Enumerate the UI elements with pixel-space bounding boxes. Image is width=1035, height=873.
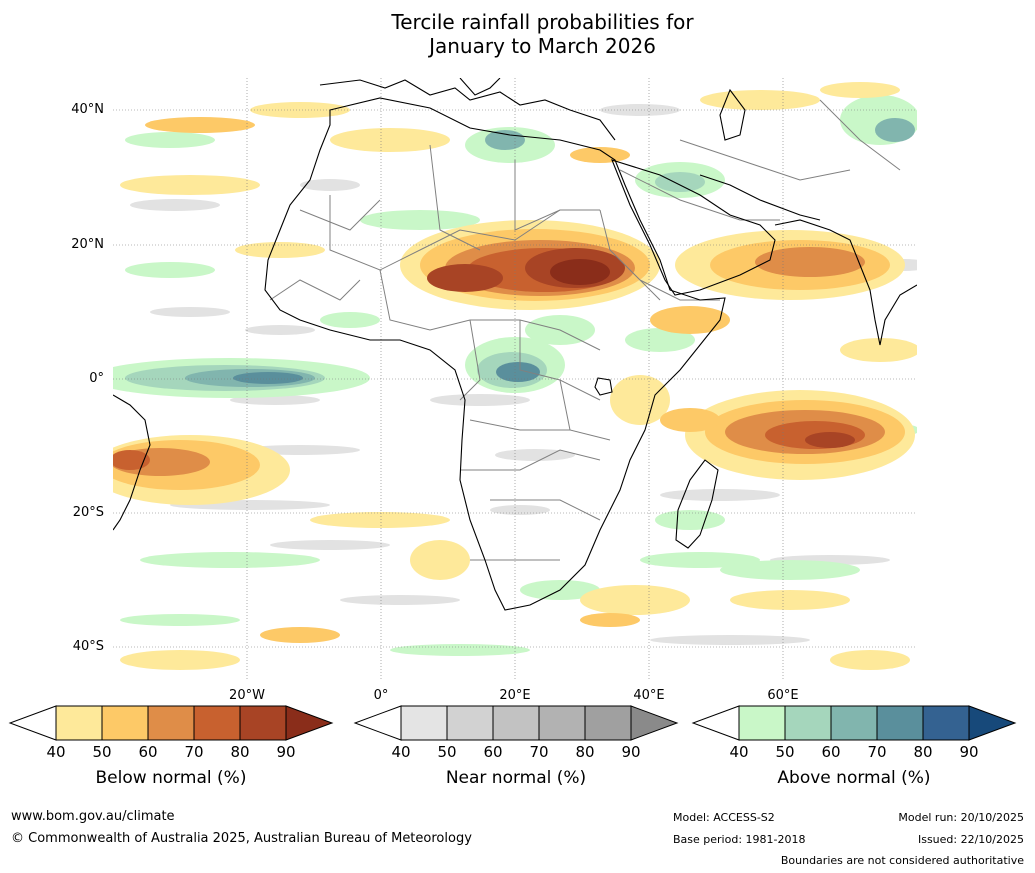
colorbar-label-above-normal: Above normal (%) — [777, 768, 931, 788]
lon-label: 20°W — [229, 688, 265, 703]
colorbar-label-near-normal: Near normal (%) — [445, 768, 587, 788]
base-period: Base period: 1981-2018 — [673, 833, 806, 846]
colorbar-tick: 70 — [529, 743, 549, 761]
colorbar-near-normal — [353, 705, 679, 741]
lat-label: 40°S — [72, 639, 104, 654]
colorbar-tick: 80 — [575, 743, 595, 761]
colorbar-tick: 70 — [867, 743, 887, 761]
website-link[interactable]: www.bom.gov.au/climate — [11, 809, 175, 824]
lon-label: 40°E — [633, 688, 665, 703]
coastlines — [113, 78, 917, 611]
model-name: Model: ACCESS-S2 — [673, 811, 775, 824]
colorbar-above-normal — [691, 705, 1017, 741]
graticule — [113, 78, 917, 681]
lat-label: 20°S — [72, 505, 104, 520]
colorbar-tick: 40 — [729, 743, 749, 761]
colorbar-tick: 50 — [92, 743, 112, 761]
colorbar-tick: 40 — [46, 743, 66, 761]
colorbar-tick: 50 — [437, 743, 457, 761]
lat-label: 20°N — [71, 237, 104, 252]
colorbar-tick: 60 — [483, 743, 503, 761]
title-line-2: January to March 2026 — [429, 34, 656, 58]
boundary-disclaimer: Boundaries are not considered authoritat… — [780, 854, 1024, 867]
colorbar-label-below-normal: Below normal (%) — [95, 768, 247, 788]
colorbar-tick: 80 — [913, 743, 933, 761]
colorbar-tick: 50 — [775, 743, 795, 761]
colorbar-tick: 40 — [391, 743, 411, 761]
lon-label: 60°E — [767, 688, 799, 703]
above-normal-regions — [113, 95, 917, 656]
lon-label: 20°E — [499, 688, 531, 703]
copyright-text: © Commonwealth of Australia 2025, Austra… — [11, 831, 472, 846]
model-run-date: Model run: 20/10/2025 — [898, 811, 1024, 824]
lat-label: 40°N — [71, 102, 104, 117]
colorbar-tick: 90 — [959, 743, 979, 761]
map-area — [113, 78, 917, 681]
lat-label: 0° — [89, 371, 104, 386]
colorbar-tick: 80 — [230, 743, 250, 761]
colorbar-tick: 70 — [184, 743, 204, 761]
country-boundaries — [269, 99, 901, 561]
colorbar-tick: 60 — [821, 743, 841, 761]
lon-label: 0° — [373, 688, 389, 703]
colorbar-tick: 90 — [621, 743, 641, 761]
issued-date: Issued: 22/10/2025 — [917, 833, 1024, 846]
colorbar-tick: 60 — [138, 743, 158, 761]
map-title: Tercile rainfall probabilities for Janua… — [0, 10, 1035, 58]
below-normal-regions — [113, 82, 917, 670]
title-line-1: Tercile rainfall probabilities for — [391, 10, 694, 34]
colorbar-below-normal — [8, 705, 334, 741]
colorbar-tick: 90 — [276, 743, 296, 761]
